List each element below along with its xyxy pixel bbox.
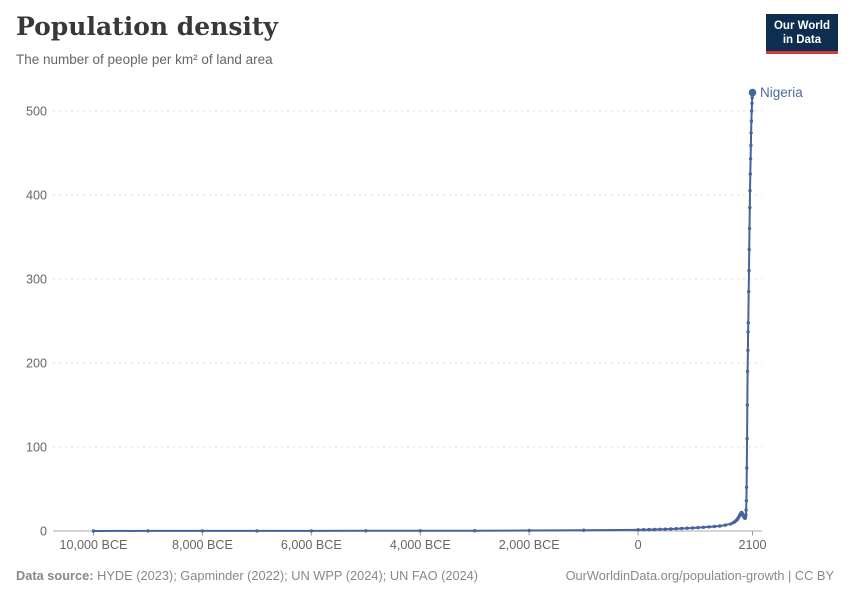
data-point bbox=[748, 189, 752, 193]
data-point bbox=[729, 522, 733, 526]
y-tick-label: 200 bbox=[26, 357, 47, 371]
data-point bbox=[749, 119, 754, 123]
data-point bbox=[746, 321, 750, 325]
data-point bbox=[748, 157, 753, 161]
data-point bbox=[582, 528, 586, 532]
data-point bbox=[750, 101, 754, 106]
data-endpoint-dot bbox=[748, 88, 757, 97]
data-point bbox=[744, 485, 749, 489]
data-point bbox=[701, 525, 706, 529]
data-point bbox=[748, 205, 752, 210]
x-tick-label: 0 bbox=[635, 538, 642, 552]
chart-subtitle: The number of people per km² of land are… bbox=[16, 52, 273, 67]
data-point bbox=[680, 526, 684, 531]
data-point bbox=[745, 466, 749, 470]
page-title: Population density bbox=[16, 12, 278, 41]
x-tick-label: 10,000 BCE bbox=[60, 538, 128, 552]
x-tick-label: 2100 bbox=[738, 538, 766, 552]
data-point bbox=[652, 527, 657, 532]
data-point bbox=[750, 95, 754, 100]
data-point bbox=[744, 508, 748, 512]
data-point bbox=[685, 526, 689, 530]
data-point bbox=[690, 526, 695, 530]
y-tick-label: 100 bbox=[26, 441, 47, 455]
data-point bbox=[744, 513, 748, 517]
data-point bbox=[712, 524, 717, 529]
data-point bbox=[636, 528, 640, 532]
data-point bbox=[309, 529, 314, 533]
data-point bbox=[200, 529, 205, 533]
data-point bbox=[750, 109, 754, 113]
data-point bbox=[749, 143, 753, 148]
data-point bbox=[747, 289, 751, 294]
data-point bbox=[364, 529, 368, 533]
data-point bbox=[747, 226, 752, 231]
nigeria-series-label[interactable]: Nigeria bbox=[760, 85, 803, 100]
x-tick-label: 2,000 BCE bbox=[499, 538, 560, 552]
data-source-note: Data source: HYDE (2023); Gapminder (202… bbox=[16, 568, 478, 583]
x-tick-label: 4,000 BCE bbox=[390, 538, 451, 552]
data-point bbox=[696, 525, 700, 530]
data-point bbox=[707, 525, 711, 529]
data-point bbox=[663, 527, 668, 531]
y-tick-label: 400 bbox=[26, 189, 47, 203]
y-tick-label: 300 bbox=[26, 273, 47, 287]
data-point bbox=[91, 529, 96, 533]
y-tick-label: 0 bbox=[40, 525, 47, 539]
data-source-text: HYDE (2023); Gapminder (2022); UN WPP (2… bbox=[97, 568, 479, 583]
data-point bbox=[745, 436, 749, 441]
data-point bbox=[744, 499, 749, 503]
owid-logo: Our World in Data bbox=[765, 14, 838, 54]
data-point bbox=[674, 527, 678, 531]
owid-logo-line1: Our World bbox=[773, 20, 830, 32]
data-point bbox=[255, 529, 259, 533]
owid-logo-line2: in Data bbox=[782, 34, 822, 46]
data-point bbox=[418, 529, 422, 533]
x-tick-label: 6,000 BCE bbox=[281, 538, 342, 552]
data-point bbox=[641, 528, 646, 532]
data-point bbox=[747, 268, 751, 273]
data-point bbox=[749, 131, 753, 135]
data-point bbox=[747, 247, 751, 252]
data-point bbox=[723, 523, 727, 527]
x-tick-label: 8,000 BCE bbox=[172, 538, 233, 552]
data-point bbox=[745, 369, 750, 374]
data-point bbox=[745, 403, 749, 407]
data-point bbox=[527, 528, 531, 533]
data-point bbox=[647, 527, 651, 532]
data-point bbox=[718, 524, 722, 528]
y-tick-label: 500 bbox=[26, 105, 47, 119]
data-line bbox=[92, 91, 754, 532]
data-source-label: Data source: bbox=[16, 568, 94, 583]
data-point bbox=[748, 172, 752, 176]
data-point bbox=[746, 330, 750, 334]
data-point bbox=[658, 527, 662, 531]
data-point bbox=[473, 529, 477, 533]
data-point bbox=[746, 348, 750, 353]
credit-link[interactable]: OurWorldinData.org/population-growth | C… bbox=[565, 568, 834, 583]
data-point bbox=[146, 529, 150, 533]
data-point bbox=[669, 527, 673, 531]
